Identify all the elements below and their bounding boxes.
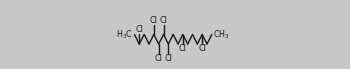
Text: CH$_3$: CH$_3$: [214, 28, 230, 41]
Text: H$_3$C: H$_3$C: [116, 28, 133, 41]
Text: Cl: Cl: [155, 54, 163, 63]
Text: Cl: Cl: [135, 25, 143, 34]
Text: Cl: Cl: [179, 44, 187, 53]
Text: Cl: Cl: [160, 16, 167, 25]
Text: Cl: Cl: [164, 54, 172, 63]
Text: Cl: Cl: [198, 44, 206, 53]
Text: Cl: Cl: [150, 16, 158, 25]
